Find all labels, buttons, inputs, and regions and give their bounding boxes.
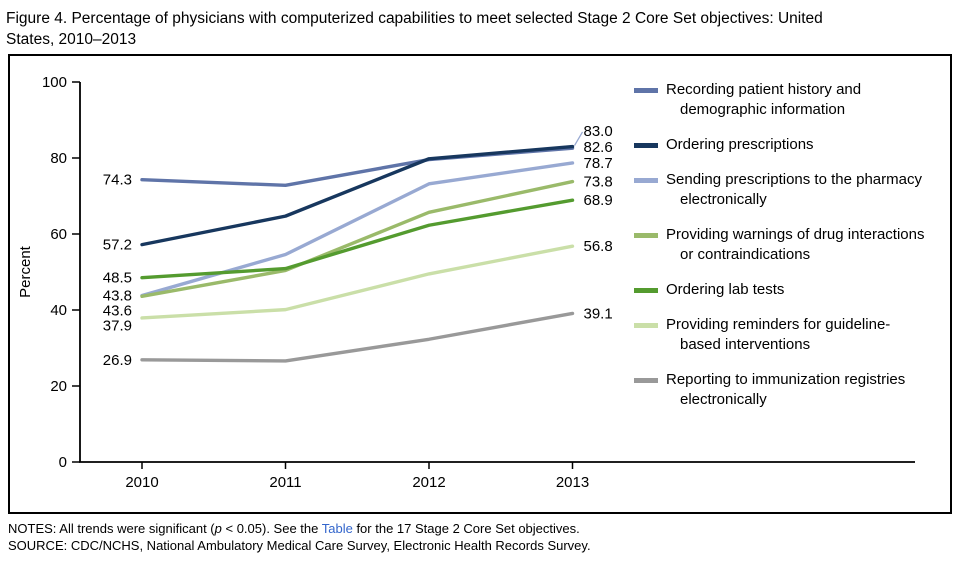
legend-swatch bbox=[634, 178, 658, 183]
value-label-start: 43.6 bbox=[103, 303, 132, 320]
value-label-start: 26.9 bbox=[103, 352, 132, 369]
chart-area: 0 20 40 60 80 100 2010 2011 2012 2013 Percent 74.3 5… bbox=[8, 54, 952, 514]
x-tick-label: 2010 bbox=[125, 474, 158, 491]
figure-title: Figure 4. Percentage of physicians with … bbox=[6, 10, 823, 48]
value-label-start: 37.9 bbox=[103, 318, 132, 335]
series-line-5 bbox=[140, 198, 575, 280]
legend-swatch bbox=[634, 288, 658, 293]
value-label-end: 83.0 bbox=[584, 123, 613, 140]
notes-line: NOTES: All trends were significant (p < … bbox=[8, 520, 960, 537]
y-tick-label: 0 bbox=[59, 454, 67, 471]
legend-label: Providing reminders for guideline-based … bbox=[666, 316, 891, 353]
legend-label: Sending prescriptions to the pharmacy el… bbox=[666, 171, 922, 208]
legend-label: Providing warnings of drug interactions … bbox=[666, 226, 925, 263]
y-tick-label: 80 bbox=[50, 150, 67, 167]
legend-item: Sending prescriptions to the pharmacy el… bbox=[634, 170, 926, 210]
value-label-start: 57.2 bbox=[103, 237, 132, 254]
y-tick-label: 60 bbox=[50, 226, 67, 243]
value-label-end: 82.6 bbox=[584, 139, 613, 156]
x-tick-label: 2013 bbox=[556, 474, 589, 491]
series-line-7 bbox=[140, 311, 575, 363]
legend-label: Reporting to immunization registries ele… bbox=[666, 371, 906, 408]
notes-text-3: for the 17 Stage 2 Core Set objectives. bbox=[352, 521, 580, 536]
legend-label: Recording patient history and demographi… bbox=[666, 81, 862, 118]
value-label-start: 74.3 bbox=[103, 172, 132, 189]
notes-text-2: < 0.05). See the bbox=[221, 521, 322, 536]
legend-item: Ordering prescriptions bbox=[634, 135, 926, 155]
x-tick-label: 2012 bbox=[412, 474, 445, 491]
value-label-end: 73.8 bbox=[584, 174, 613, 191]
legend-swatch bbox=[634, 378, 658, 383]
value-label-start: 48.5 bbox=[103, 270, 132, 287]
y-tick-label: 100 bbox=[42, 74, 67, 91]
legend-swatch bbox=[634, 143, 658, 148]
legend-swatch bbox=[634, 323, 658, 328]
notes-p-variable: p bbox=[214, 521, 222, 536]
legend-item: Providing reminders for guideline-based … bbox=[634, 315, 926, 355]
value-label-end: 68.9 bbox=[584, 192, 613, 209]
value-label-end: 78.7 bbox=[584, 155, 613, 172]
notes-block: NOTES: All trends were significant (p < … bbox=[8, 520, 960, 554]
legend: Recording patient history and demographi… bbox=[634, 80, 926, 425]
series-line-6 bbox=[140, 244, 575, 320]
legend-item: Providing warnings of drug interactions … bbox=[634, 225, 926, 265]
source-line: SOURCE: CDC/NCHS, National Ambulatory Me… bbox=[8, 538, 591, 553]
series-line-4 bbox=[140, 179, 575, 299]
value-label-end: 39.1 bbox=[584, 305, 613, 322]
line-chart: 0 20 40 60 80 100 2010 2011 2012 2013 Percent 74.3 5… bbox=[17, 74, 915, 491]
label-leader-line bbox=[573, 131, 584, 146]
legend-label: Ordering lab tests bbox=[666, 281, 785, 298]
y-axis-title: Percent bbox=[17, 245, 34, 298]
notes-text-1: NOTES: All trends were significant ( bbox=[8, 521, 215, 536]
legend-swatch bbox=[634, 233, 658, 238]
series-line-3 bbox=[140, 161, 575, 298]
legend-item: Reporting to immunization registries ele… bbox=[634, 370, 926, 410]
legend-label: Ordering prescriptions bbox=[666, 136, 814, 153]
series-line-2 bbox=[140, 144, 575, 247]
y-tick-label: 40 bbox=[50, 302, 67, 319]
x-tick-label: 2011 bbox=[269, 474, 301, 491]
legend-swatch bbox=[634, 88, 658, 93]
value-label-end: 56.8 bbox=[584, 238, 613, 255]
table-link[interactable]: Table bbox=[321, 521, 353, 536]
legend-item: Recording patient history and demographi… bbox=[634, 80, 926, 120]
y-tick-label: 20 bbox=[50, 378, 67, 395]
legend-item: Ordering lab tests bbox=[634, 280, 926, 300]
value-label-start: 43.8 bbox=[103, 288, 132, 305]
